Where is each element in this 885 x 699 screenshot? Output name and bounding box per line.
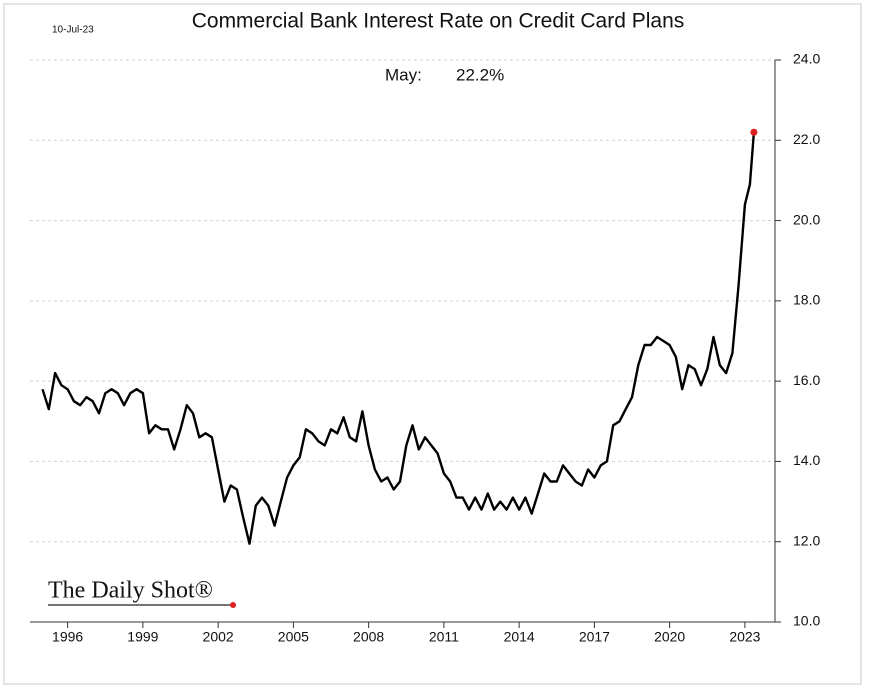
y-tick-label: 10.0 — [793, 613, 820, 629]
y-tick-label: 22.0 — [793, 131, 820, 147]
y-tick-label: 12.0 — [793, 532, 820, 548]
date-label: 10-Jul-23 — [52, 25, 94, 36]
y-tick-label: 18.0 — [793, 292, 820, 308]
brand-dot — [230, 602, 236, 608]
frame — [3, 3, 862, 685]
x-tick-label: 2017 — [579, 629, 610, 645]
y-tick-label: 20.0 — [793, 211, 820, 227]
x-tick-label: 1996 — [52, 629, 83, 645]
x-tick-label: 2020 — [654, 629, 685, 645]
x-tick-label: 1999 — [127, 629, 158, 645]
line — [41, 132, 756, 545]
x-tick-label: 2011 — [429, 629, 459, 645]
x-tick-label: 2005 — [278, 629, 309, 645]
annotation-value: 22.2% — [456, 65, 504, 84]
x-tick-label: 2002 — [203, 629, 234, 645]
x-tick-label: 2008 — [353, 629, 384, 645]
chart-title: Commercial Bank Interest Rate on Credit … — [192, 10, 685, 33]
y-tick-label: 24.0 — [793, 51, 820, 67]
x-tick-label: 2014 — [504, 629, 535, 645]
last-point — [750, 128, 758, 136]
brand: The Daily Shot® — [48, 578, 213, 604]
x-tick-label: 2023 — [729, 629, 760, 645]
annotation-label: May: — [385, 65, 422, 84]
y-tick-label: 14.0 — [793, 452, 820, 468]
y-tick-label: 16.0 — [793, 372, 820, 388]
